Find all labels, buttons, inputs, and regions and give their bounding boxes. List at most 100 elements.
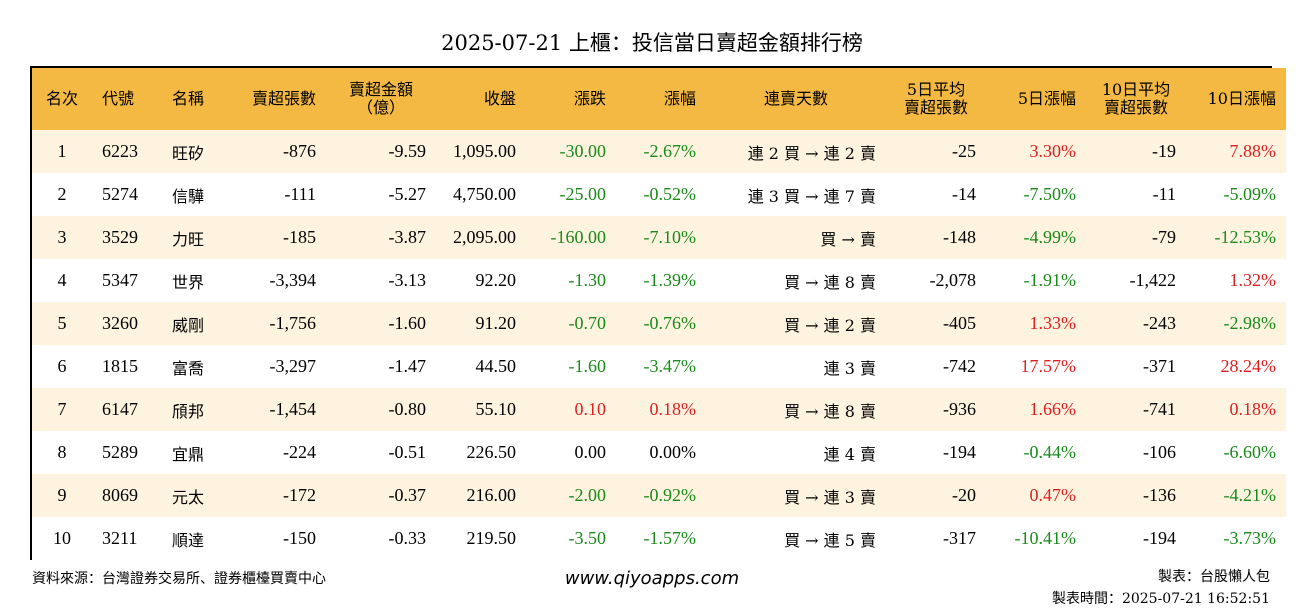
cell-5d-avg-sell: -148: [943, 227, 976, 247]
header-sell-volume: 賣超張數: [251, 89, 316, 108]
table-row: 3 3529 力旺 -185 -3.87 2,095.00 -160.00 -7.10% 買 →…: [32, 216, 1286, 259]
cell-sell-volume: -224: [283, 442, 316, 462]
cell-5d-avg-sell: -405: [943, 313, 976, 333]
table-row: 7 6147 頎邦 -1,454 -0.80 55.10 0.10 0.18% 買 → 連 8 …: [32, 388, 1286, 431]
cell-5d-change: -7.50%: [1023, 184, 1077, 204]
cell-rank: 2: [57, 184, 67, 204]
cell-close: 55.10: [475, 399, 517, 419]
cell-5d-change: 0.47%: [1029, 485, 1077, 505]
header-10d-change: 10日漲幅: [1207, 89, 1276, 108]
cell-sell-days: 買 → 連 2 賣: [784, 315, 876, 335]
cell-name: 世界: [172, 272, 205, 292]
table-row: 10 3211 順達 -150 -0.33 219.50 -3.50 -1.57% 買 → 連 …: [32, 517, 1286, 560]
cell-5d-change: -10.41%: [1014, 528, 1077, 548]
cell-rank: 5: [57, 313, 67, 333]
cell-close: 92.20: [475, 270, 517, 290]
cell-10d-avg-sell: -106: [1143, 442, 1176, 462]
cell-code: 8069: [102, 485, 138, 505]
cell-sell-days: 買 → 賣: [820, 229, 876, 249]
cell-name: 宜鼎: [172, 444, 205, 464]
cell-sell-volume: -150: [283, 528, 316, 548]
cell-5d-change: 1.66%: [1029, 399, 1077, 419]
cell-sell-days: 買 → 連 3 賣: [784, 487, 876, 507]
cell-name: 威剛: [172, 315, 205, 335]
cell-5d-change: -0.44%: [1023, 442, 1077, 462]
cell-rank: 4: [57, 270, 67, 290]
table-row: 8 5289 宜鼎 -224 -0.51 226.50 0.00 0.00% 連 4 賣 -194…: [32, 431, 1286, 474]
cell-10d-change: 0.18%: [1229, 399, 1277, 419]
cell-sell-volume: -876: [283, 141, 316, 161]
header-10d-avg-sell: 10日平均 賣超張數: [1101, 80, 1171, 117]
header-code: 代號: [102, 89, 135, 108]
ranking-table: 名次 代號 名稱 賣超張數 賣超金額 （億） 收盤 漲跌 漲幅 連賣天數 5日平…: [32, 68, 1286, 560]
cell-change: 0.10: [574, 399, 607, 419]
cell-rank: 8: [57, 442, 67, 462]
cell-sell-days: 連 4 賣: [823, 444, 876, 464]
cell-change-pct: -3.47%: [643, 356, 697, 376]
table-row: 6 1815 富喬 -3,297 -1.47 44.50 -1.60 -3.47% 連 3 賣 -…: [32, 345, 1286, 388]
cell-10d-change: -5.09%: [1223, 184, 1277, 204]
cell-10d-change: 28.24%: [1220, 356, 1277, 376]
cell-sell-volume: -172: [283, 485, 316, 505]
cell-change: 0.00: [574, 442, 607, 462]
cell-name: 元太: [172, 487, 205, 507]
cell-change: -25.00: [559, 184, 607, 204]
header-sell-days: 連賣天數: [763, 89, 828, 108]
cell-close: 44.50: [475, 356, 517, 376]
made-time: 製表時間：2025-07-21 16:52:51: [1051, 591, 1270, 607]
cell-5d-change: 17.57%: [1020, 356, 1077, 376]
cell-5d-avg-sell: -936: [943, 399, 976, 419]
cell-sell-volume: -111: [284, 184, 316, 204]
cell-close: 4,750.00: [453, 184, 516, 204]
cell-sell-days: 連 2 買 → 連 2 賣: [747, 143, 876, 163]
cell-code: 5289: [102, 442, 138, 462]
cell-close: 219.50: [466, 528, 517, 548]
cell-10d-avg-sell: -11: [1152, 184, 1176, 204]
site-url: www.qiyoapps.com: [564, 568, 740, 589]
cell-change: -2.00: [568, 485, 607, 505]
cell-sell-volume: -1,454: [269, 399, 317, 419]
cell-10d-change: -3.73%: [1223, 528, 1277, 548]
header-name: 名稱: [172, 89, 205, 108]
cell-change-pct: -0.76%: [643, 313, 697, 333]
cell-10d-avg-sell: -79: [1152, 227, 1176, 247]
cell-5d-change: -4.99%: [1023, 227, 1077, 247]
cell-rank: 10: [53, 528, 71, 548]
cell-5d-avg-sell: -2,078: [929, 270, 977, 290]
ranking-table-container: 名次 代號 名稱 賣超張數 賣超金額 （億） 收盤 漲跌 漲幅 連賣天數 5日平…: [30, 66, 1286, 560]
cell-change-pct: -7.10%: [643, 227, 697, 247]
cell-change-pct: -0.52%: [643, 184, 697, 204]
cell-10d-change: -12.53%: [1214, 227, 1277, 247]
cell-rank: 3: [57, 227, 67, 247]
header-5d-change: 5日漲幅: [1017, 89, 1076, 108]
cell-5d-avg-sell: -194: [943, 442, 976, 462]
cell-rank: 1: [57, 141, 67, 161]
cell-sell-amount: -9.59: [388, 141, 427, 161]
cell-name: 旺矽: [172, 143, 205, 163]
cell-10d-avg-sell: -371: [1143, 356, 1176, 376]
cell-10d-avg-sell: -1,422: [1129, 270, 1177, 290]
cell-change: -0.70: [568, 313, 607, 333]
cell-code: 1815: [102, 356, 138, 376]
cell-change: -1.30: [568, 270, 607, 290]
cell-sell-amount: -0.51: [388, 442, 427, 462]
cell-10d-change: 7.88%: [1229, 141, 1277, 161]
cell-close: 2,095.00: [453, 227, 516, 247]
cell-sell-volume: -1,756: [269, 313, 317, 333]
cell-code: 5347: [102, 270, 138, 290]
cell-sell-amount: -0.80: [388, 399, 427, 419]
cell-5d-avg-sell: -742: [943, 356, 976, 376]
footer-meta: 製表：台股懶人包 製表時間：2025-07-21 16:52:51: [1052, 566, 1270, 610]
cell-5d-change: -1.91%: [1023, 270, 1077, 290]
page-title: 2025-07-21 上櫃：投信當日賣超金額排行榜: [441, 31, 863, 55]
cell-sell-days: 買 → 連 5 賣: [784, 530, 876, 550]
cell-10d-change: -2.98%: [1223, 313, 1277, 333]
cell-rank: 7: [57, 399, 67, 419]
cell-sell-amount: -0.33: [388, 528, 427, 548]
header-5d-avg-sell: 5日平均 賣超張數: [903, 80, 968, 117]
cell-sell-volume: -3,394: [269, 270, 317, 290]
cell-10d-avg-sell: -136: [1143, 485, 1176, 505]
cell-sell-volume: -3,297: [269, 356, 317, 376]
cell-sell-amount: -1.47: [388, 356, 427, 376]
cell-5d-avg-sell: -25: [952, 141, 976, 161]
